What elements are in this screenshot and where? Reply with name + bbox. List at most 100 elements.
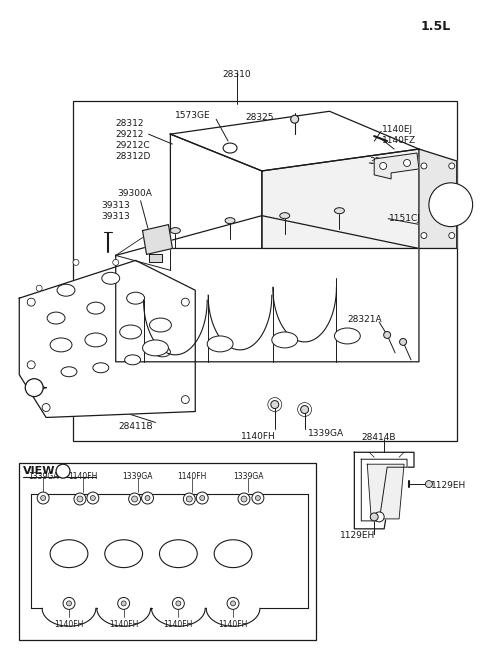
Circle shape: [181, 396, 189, 403]
Text: 1140FH: 1140FH: [164, 620, 193, 629]
Polygon shape: [374, 153, 419, 179]
Circle shape: [181, 298, 189, 306]
Ellipse shape: [57, 284, 75, 296]
Circle shape: [87, 492, 99, 504]
Text: 28325: 28325: [246, 113, 274, 122]
Text: 1140FH: 1140FH: [218, 620, 248, 629]
Circle shape: [421, 163, 427, 169]
Circle shape: [56, 464, 70, 478]
Circle shape: [196, 492, 208, 504]
Text: 39313: 39313: [101, 212, 130, 221]
Ellipse shape: [225, 217, 235, 223]
Ellipse shape: [61, 367, 77, 376]
Text: 1140FH: 1140FH: [68, 472, 97, 481]
Polygon shape: [354, 452, 414, 529]
Circle shape: [132, 496, 138, 502]
Ellipse shape: [125, 355, 141, 365]
Circle shape: [230, 601, 236, 606]
Circle shape: [291, 115, 299, 124]
Circle shape: [25, 378, 43, 397]
Ellipse shape: [47, 312, 65, 324]
Ellipse shape: [214, 540, 252, 568]
Text: 1573GE: 1573GE: [174, 111, 210, 120]
Circle shape: [129, 493, 141, 505]
Circle shape: [271, 401, 279, 409]
Ellipse shape: [93, 363, 109, 373]
Ellipse shape: [85, 333, 107, 347]
Text: 1129EH: 1129EH: [431, 481, 466, 490]
Text: 1140FZ: 1140FZ: [382, 136, 416, 145]
Text: 1339GA: 1339GA: [233, 472, 263, 481]
Circle shape: [90, 495, 96, 501]
Circle shape: [142, 492, 154, 504]
Circle shape: [37, 492, 49, 504]
Text: 28312: 28312: [116, 119, 144, 128]
Circle shape: [113, 260, 119, 265]
Text: VIEW: VIEW: [23, 466, 56, 476]
Circle shape: [145, 495, 150, 501]
Text: 1140FH: 1140FH: [54, 620, 84, 629]
Text: 35103A: 35103A: [369, 157, 404, 166]
Circle shape: [300, 405, 309, 413]
Text: 1129EH: 1129EH: [340, 531, 375, 540]
Ellipse shape: [143, 340, 168, 356]
Polygon shape: [143, 225, 172, 254]
Circle shape: [77, 496, 83, 502]
Circle shape: [41, 495, 46, 501]
Text: 1339GA: 1339GA: [122, 472, 153, 481]
Circle shape: [252, 492, 264, 504]
Text: 29212C: 29212C: [116, 141, 150, 150]
Polygon shape: [361, 459, 407, 521]
Ellipse shape: [87, 302, 105, 314]
Ellipse shape: [155, 347, 170, 357]
Ellipse shape: [335, 208, 344, 214]
Ellipse shape: [120, 325, 142, 339]
Circle shape: [67, 601, 72, 606]
Circle shape: [176, 601, 181, 606]
Text: 28321A: 28321A: [348, 315, 382, 324]
Circle shape: [255, 495, 260, 501]
Circle shape: [429, 183, 473, 227]
Ellipse shape: [50, 338, 72, 352]
Circle shape: [27, 361, 35, 369]
Circle shape: [186, 496, 192, 502]
Bar: [73, 101, 457, 442]
Polygon shape: [262, 149, 419, 248]
Ellipse shape: [207, 336, 233, 352]
Circle shape: [370, 513, 378, 521]
Text: 1339GA: 1339GA: [28, 472, 59, 481]
Text: 39313: 39313: [101, 201, 130, 210]
Text: A: A: [31, 383, 37, 392]
Ellipse shape: [102, 273, 120, 284]
Circle shape: [121, 601, 126, 606]
Circle shape: [200, 495, 204, 501]
Circle shape: [63, 597, 75, 609]
Polygon shape: [116, 215, 419, 362]
Circle shape: [27, 298, 35, 306]
Text: 1151CJ: 1151CJ: [389, 214, 421, 223]
Circle shape: [42, 403, 50, 411]
Circle shape: [404, 160, 410, 166]
Circle shape: [118, 597, 130, 609]
Polygon shape: [19, 260, 195, 417]
Bar: [19, 463, 315, 640]
Circle shape: [421, 233, 427, 238]
Ellipse shape: [150, 318, 171, 332]
Text: 39300A: 39300A: [118, 189, 153, 198]
Text: 1339GA: 1339GA: [308, 430, 344, 438]
Circle shape: [227, 597, 239, 609]
Text: A: A: [60, 466, 66, 476]
Polygon shape: [170, 134, 262, 248]
Ellipse shape: [159, 540, 197, 568]
Ellipse shape: [335, 328, 360, 344]
Polygon shape: [148, 254, 162, 262]
Circle shape: [449, 163, 455, 169]
Text: 1140FH: 1140FH: [178, 472, 207, 481]
Ellipse shape: [272, 332, 298, 348]
Polygon shape: [170, 111, 419, 171]
Circle shape: [73, 260, 79, 265]
Circle shape: [384, 332, 391, 338]
Circle shape: [241, 496, 247, 502]
Text: 1140EJ: 1140EJ: [382, 125, 413, 134]
Circle shape: [449, 233, 455, 238]
